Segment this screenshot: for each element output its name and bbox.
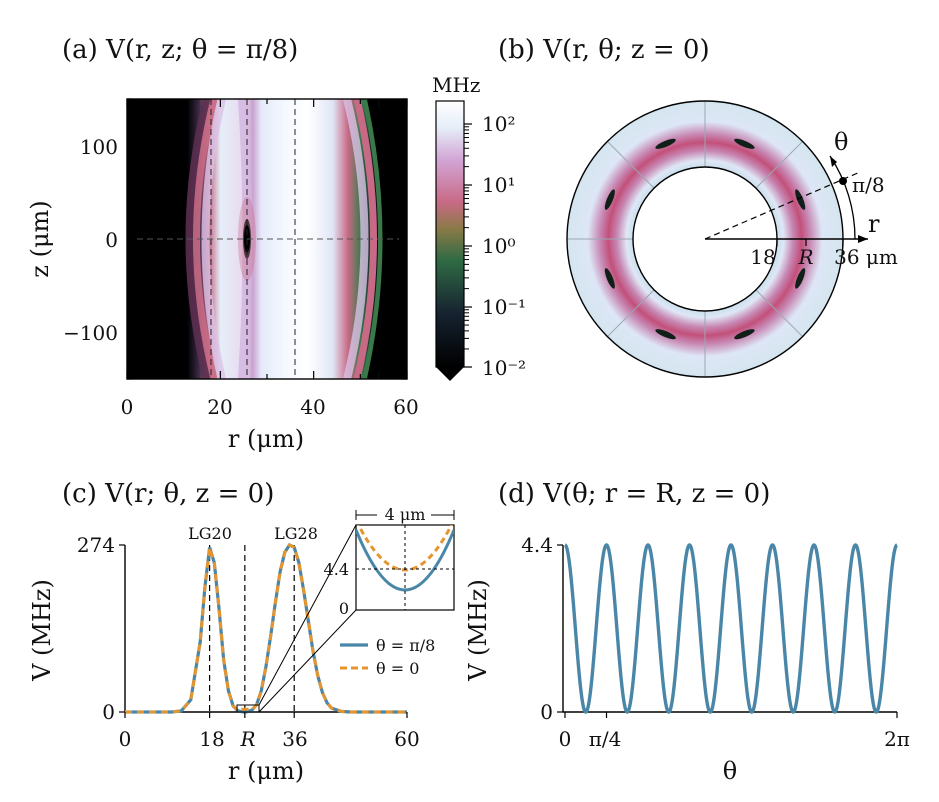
xlabel-d: θ xyxy=(723,757,737,785)
series-theta-0 xyxy=(125,543,407,714)
panel-b: (b) V(r, θ; z = 0) θ π/8 r 18 R 36 μm xyxy=(498,35,898,378)
xtick-a-20: 20 xyxy=(207,395,232,419)
ylabel-a: z (μm) xyxy=(26,200,54,277)
inset: 4 μm 4.4 0 xyxy=(324,505,455,618)
ring-spoke xyxy=(755,141,803,189)
xtick-c-0: 0 xyxy=(119,727,132,751)
peak-label-lg28: LG28 xyxy=(274,524,318,543)
ylabel-d: V (MHz) xyxy=(464,579,492,682)
panel-d-title: (d) V(θ; r = R, z = 0) xyxy=(498,479,770,509)
ring-minimum xyxy=(734,138,755,149)
ytick-a-0: 0 xyxy=(105,228,118,252)
colorbar-tick-1e-1: 10⁻¹ xyxy=(482,295,526,319)
panel-d: (d) V(θ; r = R, z = 0) 0 π/4 2π 4.4 0 θ … xyxy=(464,479,910,785)
ring-minimum xyxy=(604,189,615,210)
colorbar-tick-1e-2: 10⁻² xyxy=(482,356,526,380)
ring-minimum xyxy=(795,189,806,210)
colorbar: MHz 10² 10¹ 10⁰ 10⁻¹ 10⁻² xyxy=(432,73,526,381)
ring-spoke xyxy=(607,141,655,189)
xtick-a-60: 60 xyxy=(393,395,418,419)
ring-minimum xyxy=(734,329,755,340)
panel-c-title: (c) V(r; θ, z = 0) xyxy=(62,479,274,509)
radial-tick-18: 18 xyxy=(750,245,775,269)
colorbar-tick-1e2: 10² xyxy=(482,112,515,136)
inset-width-label: 4 μm xyxy=(385,505,426,524)
peak-label-lg20: LG20 xyxy=(188,524,232,543)
ring-spoke xyxy=(755,289,803,337)
series-theta-potential xyxy=(564,543,898,714)
colorbar-tick-1e1: 10¹ xyxy=(482,173,515,197)
colorbar-tick-1e0: 10⁰ xyxy=(482,234,515,258)
colorbar-unit: MHz xyxy=(432,73,480,97)
xtick-d-2pi: 2π xyxy=(884,727,910,751)
xlabel-a: r (μm) xyxy=(228,425,304,453)
ytick-c-0: 0 xyxy=(102,700,115,724)
ytick-a-100: 100 xyxy=(80,135,118,159)
xtick-d-0: 0 xyxy=(559,727,572,751)
xtick-d-pi4: π/4 xyxy=(589,727,622,751)
legend-item-pi8: θ = π/8 xyxy=(376,636,435,655)
ring-minimum xyxy=(655,138,676,149)
ytick-d-0: 0 xyxy=(540,700,553,724)
inset-ytick-4-4: 4.4 xyxy=(324,560,349,579)
angle-label: π/8 xyxy=(852,173,885,197)
xtick-c-36: 36 xyxy=(282,727,307,751)
ring-minimum xyxy=(604,268,615,289)
xtick-a-0: 0 xyxy=(121,395,134,419)
panel-b-title: (b) V(r, θ; z = 0) xyxy=(498,35,710,65)
r-label: r xyxy=(868,210,880,238)
ytick-a-m100: −100 xyxy=(63,321,118,345)
legend-item-0: θ = 0 xyxy=(376,659,419,678)
ytick-d-4-4: 4.4 xyxy=(521,533,553,557)
xtick-c-60: 60 xyxy=(394,727,419,751)
inset-ytick-0: 0 xyxy=(339,599,349,618)
xlabel-c: r (μm) xyxy=(228,757,304,785)
xtick-c-R: R xyxy=(239,727,255,751)
panel-a: (a) V(r, z; θ = π/8) xyxy=(26,35,419,453)
ring-minimum xyxy=(655,329,676,340)
angle-line xyxy=(704,171,861,240)
legend-c: θ = π/8 θ = 0 xyxy=(340,636,435,678)
theta-label: θ xyxy=(834,128,848,156)
radial-tick-36: 36 μm xyxy=(834,245,898,269)
panel-c: (c) V(r; θ, z = 0) 0 18 R 36 60 274 0 r … xyxy=(28,479,455,785)
ring-minimum xyxy=(795,268,806,289)
xtick-a-40: 40 xyxy=(300,395,325,419)
panel-a-title: (a) V(r, z; θ = π/8) xyxy=(62,35,298,65)
xtick-c-18: 18 xyxy=(199,727,224,751)
ylabel-c: V (MHz) xyxy=(28,579,56,682)
radial-tick-R: R xyxy=(797,245,813,269)
ring-spoke xyxy=(607,289,655,337)
zoom-box xyxy=(236,704,260,713)
ytick-c-274: 274 xyxy=(77,533,115,557)
